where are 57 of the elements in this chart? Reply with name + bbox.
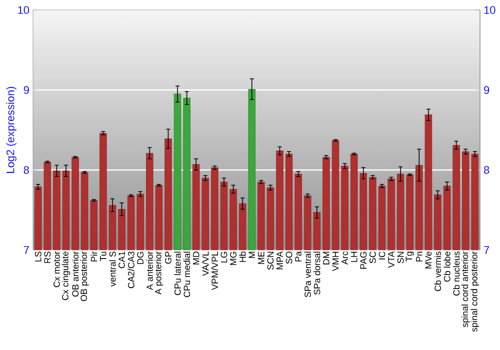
- x-tick-label: ME: [258, 252, 264, 264]
- x-tick-label: SC: [369, 252, 376, 264]
- x-tick-label: Pn: [416, 252, 422, 262]
- x-tick-label: CA1: [118, 252, 125, 268]
- y2-tick-label: 8: [484, 166, 490, 174]
- x-tick-label: MPA: [276, 251, 283, 270]
- x-tick-label: MVe: [425, 252, 432, 268]
- x-tick-label: VA/VL: [202, 251, 209, 276]
- y2-tick-label: 9: [484, 86, 490, 94]
- x-tick-label: VTA: [388, 251, 394, 268]
- x-tick-label: SO: [286, 252, 292, 264]
- y-tick-label: 7: [24, 246, 29, 254]
- y-axis-title: Log2 (expression): [6, 86, 16, 173]
- x-tick-label: ventral S: [109, 252, 116, 287]
- x-tick-label: Cb nucleus: [453, 252, 460, 296]
- x-tick-label: MG: [230, 252, 236, 265]
- x-tick-label: LH: [351, 252, 358, 262]
- y2-tick-label: 7: [484, 246, 490, 254]
- x-tick-label: LG: [220, 252, 228, 262]
- x-tick-label: A posterior: [154, 251, 164, 295]
- x-tick-label: IC: [378, 252, 386, 260]
- x-tick-label: CPu lateral: [174, 252, 181, 296]
- x-tick-label: Cb lobe: [444, 252, 450, 282]
- y-tick-label: 9: [24, 86, 29, 94]
- x-tick-label: Cb vermis: [434, 252, 442, 292]
- x-tick-label: spinal cord posterior: [470, 251, 480, 332]
- y2-tick-label: 10: [484, 6, 496, 14]
- x-tick-label: OB anterior: [72, 251, 79, 297]
- x-tick-label: OB posterior: [80, 251, 89, 302]
- x-tick-label: Pir: [90, 251, 98, 262]
- x-tick-label: CPu medial: [184, 252, 190, 298]
- x-tick-label: PAG: [360, 252, 367, 269]
- x-tick-label: Hb: [239, 252, 246, 262]
- x-tick-label: DG: [137, 252, 144, 264]
- x-tick-label: SPa ventral: [304, 252, 311, 298]
- x-tick-label: MD: [193, 252, 200, 264]
- y-tick-label: 10: [18, 6, 30, 14]
- y-tick-label: 8: [24, 166, 29, 174]
- x-tick-label: Cx cingulate: [62, 252, 70, 300]
- x-tick-label: CA2/CA3: [128, 252, 134, 288]
- x-tick-label: Cx motor: [54, 251, 60, 288]
- x-tick-label: M: [248, 252, 255, 258]
- x-tick-label: SCN: [267, 252, 274, 270]
- x-tick-label: VMH: [332, 252, 339, 272]
- x-tick-label: SN: [397, 252, 404, 264]
- x-tick-label: Tg: [406, 252, 414, 262]
- x-tick-label: Pa: [295, 251, 302, 262]
- x-tick-label: LS: [34, 252, 42, 262]
- x-tick-label: A anterior: [146, 251, 153, 290]
- x-tick-label: Arc: [342, 251, 348, 265]
- x-tick-label: Tu: [100, 252, 106, 262]
- x-tick-label: SPa dorsal: [314, 252, 320, 295]
- x-tick-label: GP: [165, 252, 172, 264]
- x-tick-label: DM: [323, 252, 330, 264]
- x-tick-label: VPM/VPL: [211, 251, 218, 290]
- x-tick-label: RS: [44, 252, 51, 263]
- x-tick-label: spinal cord anterior: [461, 251, 470, 328]
